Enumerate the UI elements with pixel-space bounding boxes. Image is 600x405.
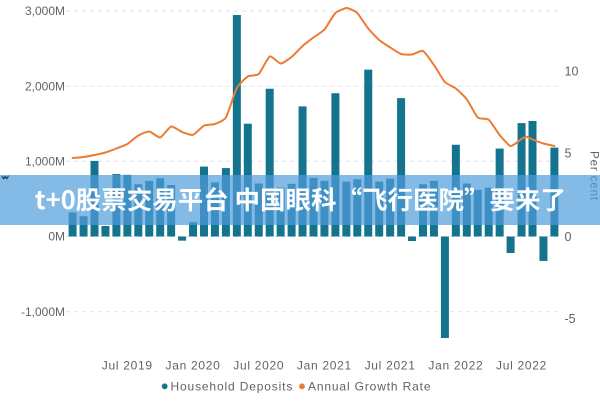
svg-text:0: 0 [565,230,572,244]
svg-text:Jan 2020: Jan 2020 [166,359,221,373]
svg-text:Jan 2022: Jan 2022 [428,359,483,373]
svg-text:Jul 2021: Jul 2021 [365,359,416,373]
svg-text:Household Deposits: Household Deposits [171,379,294,393]
svg-text:-1,000M: -1,000M [21,305,65,319]
svg-text:Jan 2021: Jan 2021 [297,359,352,373]
svg-text:-5: -5 [565,312,576,326]
svg-text:0M: 0M [48,230,65,244]
svg-text:1,000M: 1,000M [25,155,65,169]
svg-text:3,000M: 3,000M [25,4,65,18]
svg-text:Jul 2022: Jul 2022 [496,359,547,373]
svg-text:Annual Growth Rate: Annual Growth Rate [308,379,431,393]
svg-text:5: 5 [565,146,572,160]
svg-text:Jul 2020: Jul 2020 [233,359,284,373]
svg-text:Jul 2019: Jul 2019 [102,359,153,373]
svg-text:10: 10 [565,64,579,78]
svg-text:2,000M: 2,000M [25,79,65,93]
